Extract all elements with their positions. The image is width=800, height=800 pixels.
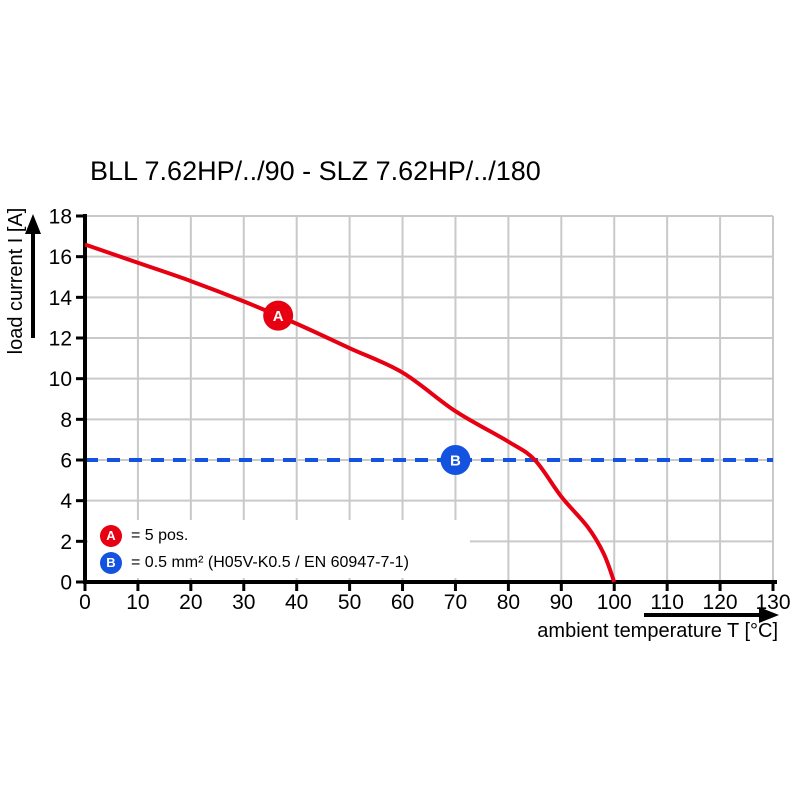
legend-item-b: B = 0.5 mm² (H05V-K0.5 / EN 60947-7-1) xyxy=(100,551,470,574)
x-tick-label: 80 xyxy=(497,591,520,614)
marker-a-label: A xyxy=(273,308,284,325)
series-a-curve xyxy=(84,242,617,583)
y-tick-label: 8 xyxy=(60,409,72,432)
y-axis-arrow-head-icon xyxy=(25,214,41,234)
x-tick-label: 60 xyxy=(391,591,414,614)
y-tick-label: 12 xyxy=(49,328,72,351)
legend: A = 5 pos. B = 0.5 mm² (H05V-K0.5 / EN 6… xyxy=(88,520,470,578)
x-axis-arrow-head-icon xyxy=(759,607,779,623)
y-tick-label: 14 xyxy=(49,287,73,310)
y-tick-label: 4 xyxy=(60,490,72,513)
legend-item-a: A = 5 pos. xyxy=(100,524,470,547)
x-tick-label: 90 xyxy=(550,591,573,614)
x-tick-label: 50 xyxy=(338,591,361,614)
y-tick-label: 18 xyxy=(49,206,72,229)
x-tick-label: 130 xyxy=(755,591,790,614)
legend-label-b: = 0.5 mm² (H05V-K0.5 / EN 60947-7-1) xyxy=(131,553,409,571)
y-tick-label: 10 xyxy=(49,368,72,391)
legend-marker-b-icon: B xyxy=(100,551,122,574)
x-tick-label: 70 xyxy=(444,591,467,614)
x-tick-label: 100 xyxy=(597,591,632,614)
x-tick-label: 20 xyxy=(179,591,202,614)
marker-b: B xyxy=(440,445,471,475)
marker-b-label: B xyxy=(450,453,461,470)
x-tick-label: 120 xyxy=(703,591,738,614)
x-tick-label: 30 xyxy=(232,591,255,614)
chart-title: BLL 7.62HP/../90 - SLZ 7.62HP/../180 xyxy=(90,156,541,186)
legend-marker-a-icon: A xyxy=(100,524,122,547)
legend-label-a: = 5 pos. xyxy=(131,526,189,544)
y-tick-label: 16 xyxy=(49,246,72,269)
x-tick-label: 10 xyxy=(126,591,149,614)
marker-b-circle xyxy=(440,445,471,475)
marker-a-circle xyxy=(263,300,294,331)
marker-a: A xyxy=(263,300,294,331)
x-tick-label: 40 xyxy=(285,591,308,614)
y-tick-label: 0 xyxy=(60,572,72,595)
y-axis-title: load current I [A] xyxy=(5,207,27,355)
x-tick-label: 0 xyxy=(79,591,91,614)
x-axis-title: ambient temperature T [°C] xyxy=(537,620,778,642)
y-tick-label: 2 xyxy=(60,531,72,554)
x-tick-label: 110 xyxy=(650,591,683,614)
y-tick-label: 6 xyxy=(60,450,72,473)
